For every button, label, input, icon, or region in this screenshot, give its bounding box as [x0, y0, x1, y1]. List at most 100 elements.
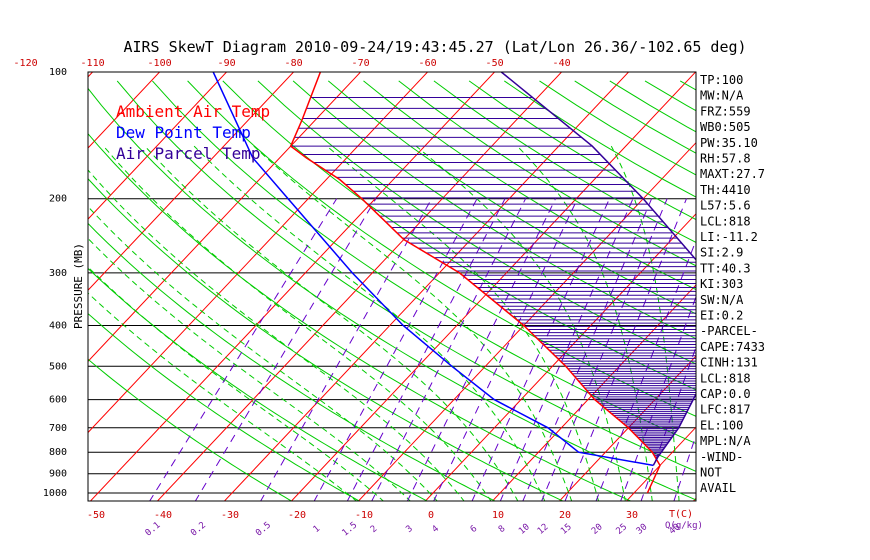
mixing-ratio-line: [564, 198, 687, 501]
dry-adiabat-line: [88, 132, 632, 501]
mixing-ratio-tick-label: 25: [614, 522, 629, 537]
isotherm-line: [625, 426, 696, 501]
mixing-ratio-tick-label: 1: [312, 524, 323, 535]
moist-adiabat-line: [193, 145, 546, 501]
profile-dew-point-temp: [212, 72, 654, 467]
index-entry: AVAIL: [700, 481, 736, 495]
pressure-tick-label: 300: [49, 268, 67, 279]
temp-tick-bottom: 20: [559, 510, 571, 521]
isotherm-line: [827, 63, 870, 502]
index-entry: CAP:0.0: [700, 387, 751, 401]
index-entry: EL:100: [700, 418, 743, 432]
moist-adiabat-line: [253, 145, 573, 501]
mixing-ratio-line: [260, 198, 433, 501]
index-entry: TH:4410: [700, 183, 751, 197]
moist-adiabat-line: [88, 292, 358, 501]
index-entry: SW:N/A: [700, 293, 744, 307]
profile-ambient-air-temp: [289, 72, 661, 494]
temp-tick-top: -120: [14, 58, 38, 69]
legend-entry: Dew Point Temp: [116, 123, 251, 142]
index-entry: FRZ:559: [700, 104, 751, 118]
index-entry: PW:35.10: [700, 136, 758, 150]
isotherm-line: [223, 72, 630, 501]
moist-adiabat-line: [415, 145, 626, 501]
index-entry: NOT: [700, 466, 722, 480]
pressure-tick-label: 100: [49, 67, 67, 78]
moist-adiabat-line: [103, 145, 492, 501]
temp-tick-bottom: 30: [626, 510, 638, 521]
mixing-ratio-line: [149, 198, 338, 501]
mixing-ratio-line: [595, 238, 696, 501]
mixing-ratio-line: [346, 198, 506, 501]
dry-adiabat-line: [821, 81, 870, 502]
mixing-ratio-tick-label: 0.2: [189, 520, 208, 538]
mixing-ratio-tick-label: 4: [431, 524, 442, 535]
moist-adiabat-line: [144, 145, 519, 501]
temp-tick-top: -100: [148, 58, 172, 69]
temp-tick-top: -90: [218, 58, 236, 69]
pressure-tick-label: 800: [49, 447, 67, 458]
index-entry: LFC:817: [700, 403, 751, 417]
moist-adiabat-line: [88, 266, 385, 501]
pressure-tick-label: 900: [49, 469, 67, 480]
temp-tick-bottom: -10: [355, 510, 373, 521]
dry-adiabat-line: [88, 87, 696, 501]
isotherm-line: [0, 63, 34, 502]
mixing-ratio-line: [541, 198, 668, 501]
isotherm-line: [88, 72, 94, 78]
isotherm-line: [424, 213, 696, 501]
mixing-ratio-line: [406, 198, 556, 501]
mixing-ratio-tick-label: 3: [404, 524, 415, 535]
profile-lines: [212, 72, 696, 494]
pressure-tick-label: 700: [49, 423, 67, 434]
mixing-ratio-tick-label: 0.5: [254, 520, 273, 538]
mixing-ratio-tick-label: 15: [559, 522, 574, 537]
dry-adiabat-line: [152, 80, 696, 445]
plot-frame: [87, 71, 697, 502]
dry-adiabat-line: [88, 222, 497, 501]
index-entry: CINH:131: [700, 356, 758, 370]
isotherm-line: [88, 72, 161, 149]
temp-tick-bottom: 0: [428, 510, 434, 521]
pressure-tick-label: 200: [49, 194, 67, 205]
isotherm-line: [357, 141, 696, 501]
pressure-tick-label: 500: [49, 361, 67, 372]
mixing-ratio-line: [194, 198, 377, 501]
temp-tick-bottom: -20: [288, 510, 306, 521]
pressure-tick-label: 1000: [43, 488, 67, 499]
index-entry: EI:0.2: [700, 309, 743, 323]
dry-adiabat-line: [751, 81, 870, 502]
mixing-ratio-tick-label: 10: [517, 522, 532, 537]
y-axis-label: PRESSURE (MB): [72, 243, 85, 329]
mixing-ratio-tick-label: 8: [497, 524, 508, 535]
mixing-ratio-line: [371, 198, 527, 501]
temp-tick-top: -60: [419, 58, 437, 69]
dry-adiabat-line: [88, 267, 429, 501]
dry-adiabat-line: [786, 81, 870, 502]
index-entry: KI:303: [700, 277, 743, 291]
plot-grid: [0, 63, 870, 502]
index-entry: LI:-11.2: [700, 230, 758, 244]
moist-adiabat-line: [516, 145, 653, 501]
index-entry: MW:N/A: [700, 89, 744, 103]
legend-entry: Air Parcel Temp: [116, 144, 261, 163]
index-entry: L57:5.6: [700, 199, 751, 213]
index-entry: WB0:505: [700, 120, 751, 134]
legend: Ambient Air Temp Dew Point Temp Air Parcel…: [116, 102, 270, 163]
isotherm-line: [88, 72, 429, 434]
dry-adiabat-line: [116, 80, 696, 472]
legend-entry: Ambient Air Temp: [116, 102, 270, 121]
temp-tick-top: -50: [486, 58, 504, 69]
moist-adiabat-line: [610, 145, 680, 501]
temp-tick-bottom: -50: [87, 510, 105, 521]
dry-adiabat-line: [88, 358, 293, 501]
moist-adiabat-line: [88, 169, 465, 501]
index-entry: CAPE:7433: [700, 340, 765, 354]
temp-tick-bottom: -30: [221, 510, 239, 521]
temp-tick-bottom: -40: [154, 510, 172, 521]
isotherm-line: [156, 72, 563, 501]
dry-adiabat-line: [88, 177, 565, 501]
isotherm-line: [491, 284, 696, 501]
